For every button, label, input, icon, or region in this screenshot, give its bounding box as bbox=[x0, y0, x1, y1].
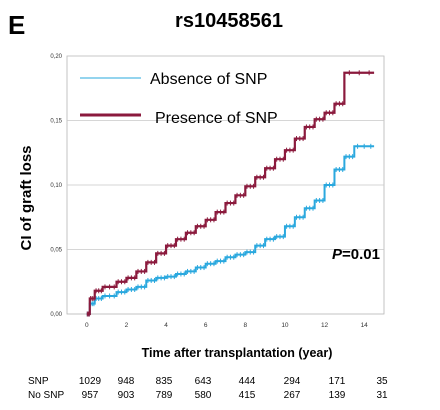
risk-count: 444 bbox=[238, 376, 256, 387]
risk-count: 415 bbox=[238, 390, 256, 401]
x-tick-label: 10 bbox=[281, 322, 289, 329]
risk-count: 139 bbox=[328, 390, 346, 401]
p-value-symbol: P bbox=[332, 246, 343, 263]
x-tick-labels: 0 2 4 6 8 10 12 14 bbox=[85, 322, 368, 329]
p-value-annotation: P=0.01 bbox=[332, 246, 380, 263]
risk-count: 294 bbox=[283, 376, 301, 387]
x-axis-label: Time after transplantation (year) bbox=[142, 346, 333, 360]
p-value-text: =0.01 bbox=[342, 246, 380, 263]
risk-count: 267 bbox=[283, 390, 301, 401]
x-tick-label: 6 bbox=[204, 322, 208, 329]
risk-count: 643 bbox=[194, 376, 212, 387]
y-tick-label: 0,15 bbox=[50, 119, 62, 125]
y-tick-label: 0,20 bbox=[50, 54, 62, 60]
y-tick-label: 0,05 bbox=[50, 248, 62, 254]
legend-label-presence: Presence of SNP bbox=[155, 110, 278, 127]
risk-count: 903 bbox=[117, 390, 135, 401]
x-tick-label: 0 bbox=[85, 322, 89, 329]
x-tick-label: 8 bbox=[244, 322, 248, 329]
risk-count: 948 bbox=[117, 376, 135, 387]
risk-count: 171 bbox=[328, 376, 346, 387]
y-tick-labels: 0,00 0,05 0,10 0,15 0,20 bbox=[50, 54, 62, 318]
legend-label-absence: Absence of SNP bbox=[150, 71, 267, 88]
risk-count: 1029 bbox=[78, 376, 102, 387]
risk-count: 35 bbox=[376, 376, 388, 387]
series-lines bbox=[86, 70, 375, 317]
risk-count: 580 bbox=[194, 390, 212, 401]
x-tick-label: 14 bbox=[361, 322, 369, 329]
risk-row-label: SNP bbox=[28, 376, 49, 387]
risk-count: 789 bbox=[155, 390, 173, 401]
y-tick-label: 0,00 bbox=[50, 312, 62, 318]
risk-count: 957 bbox=[81, 390, 99, 401]
risk-row-label: No SNP bbox=[28, 390, 65, 401]
cumulative-incidence-chart: 0,00 0,05 0,10 0,15 0,20 0 2 4 6 8 10 12 14 Absence… bbox=[18, 54, 385, 360]
legend: Absence of SNP Presence of SNP bbox=[80, 71, 278, 127]
x-tick-label: 4 bbox=[164, 322, 168, 329]
x-tick-label: 12 bbox=[321, 322, 329, 329]
series-line-presence-of-snp bbox=[86, 71, 375, 316]
y-axis-label: CI of graft loss bbox=[18, 145, 35, 250]
number-at-risk-table: SNP 1029 948 835 643 444 294 171 35 No SNP 957 903 7… bbox=[0, 376, 440, 410]
series-line-absence-of-snp bbox=[86, 145, 375, 315]
x-tick-label: 2 bbox=[125, 322, 129, 329]
risk-count: 835 bbox=[155, 376, 173, 387]
risk-count: 31 bbox=[376, 390, 388, 401]
y-tick-label: 0,10 bbox=[50, 183, 62, 189]
panel-letter: E bbox=[8, 10, 26, 40]
chart-title: rs10458561 bbox=[175, 10, 283, 32]
